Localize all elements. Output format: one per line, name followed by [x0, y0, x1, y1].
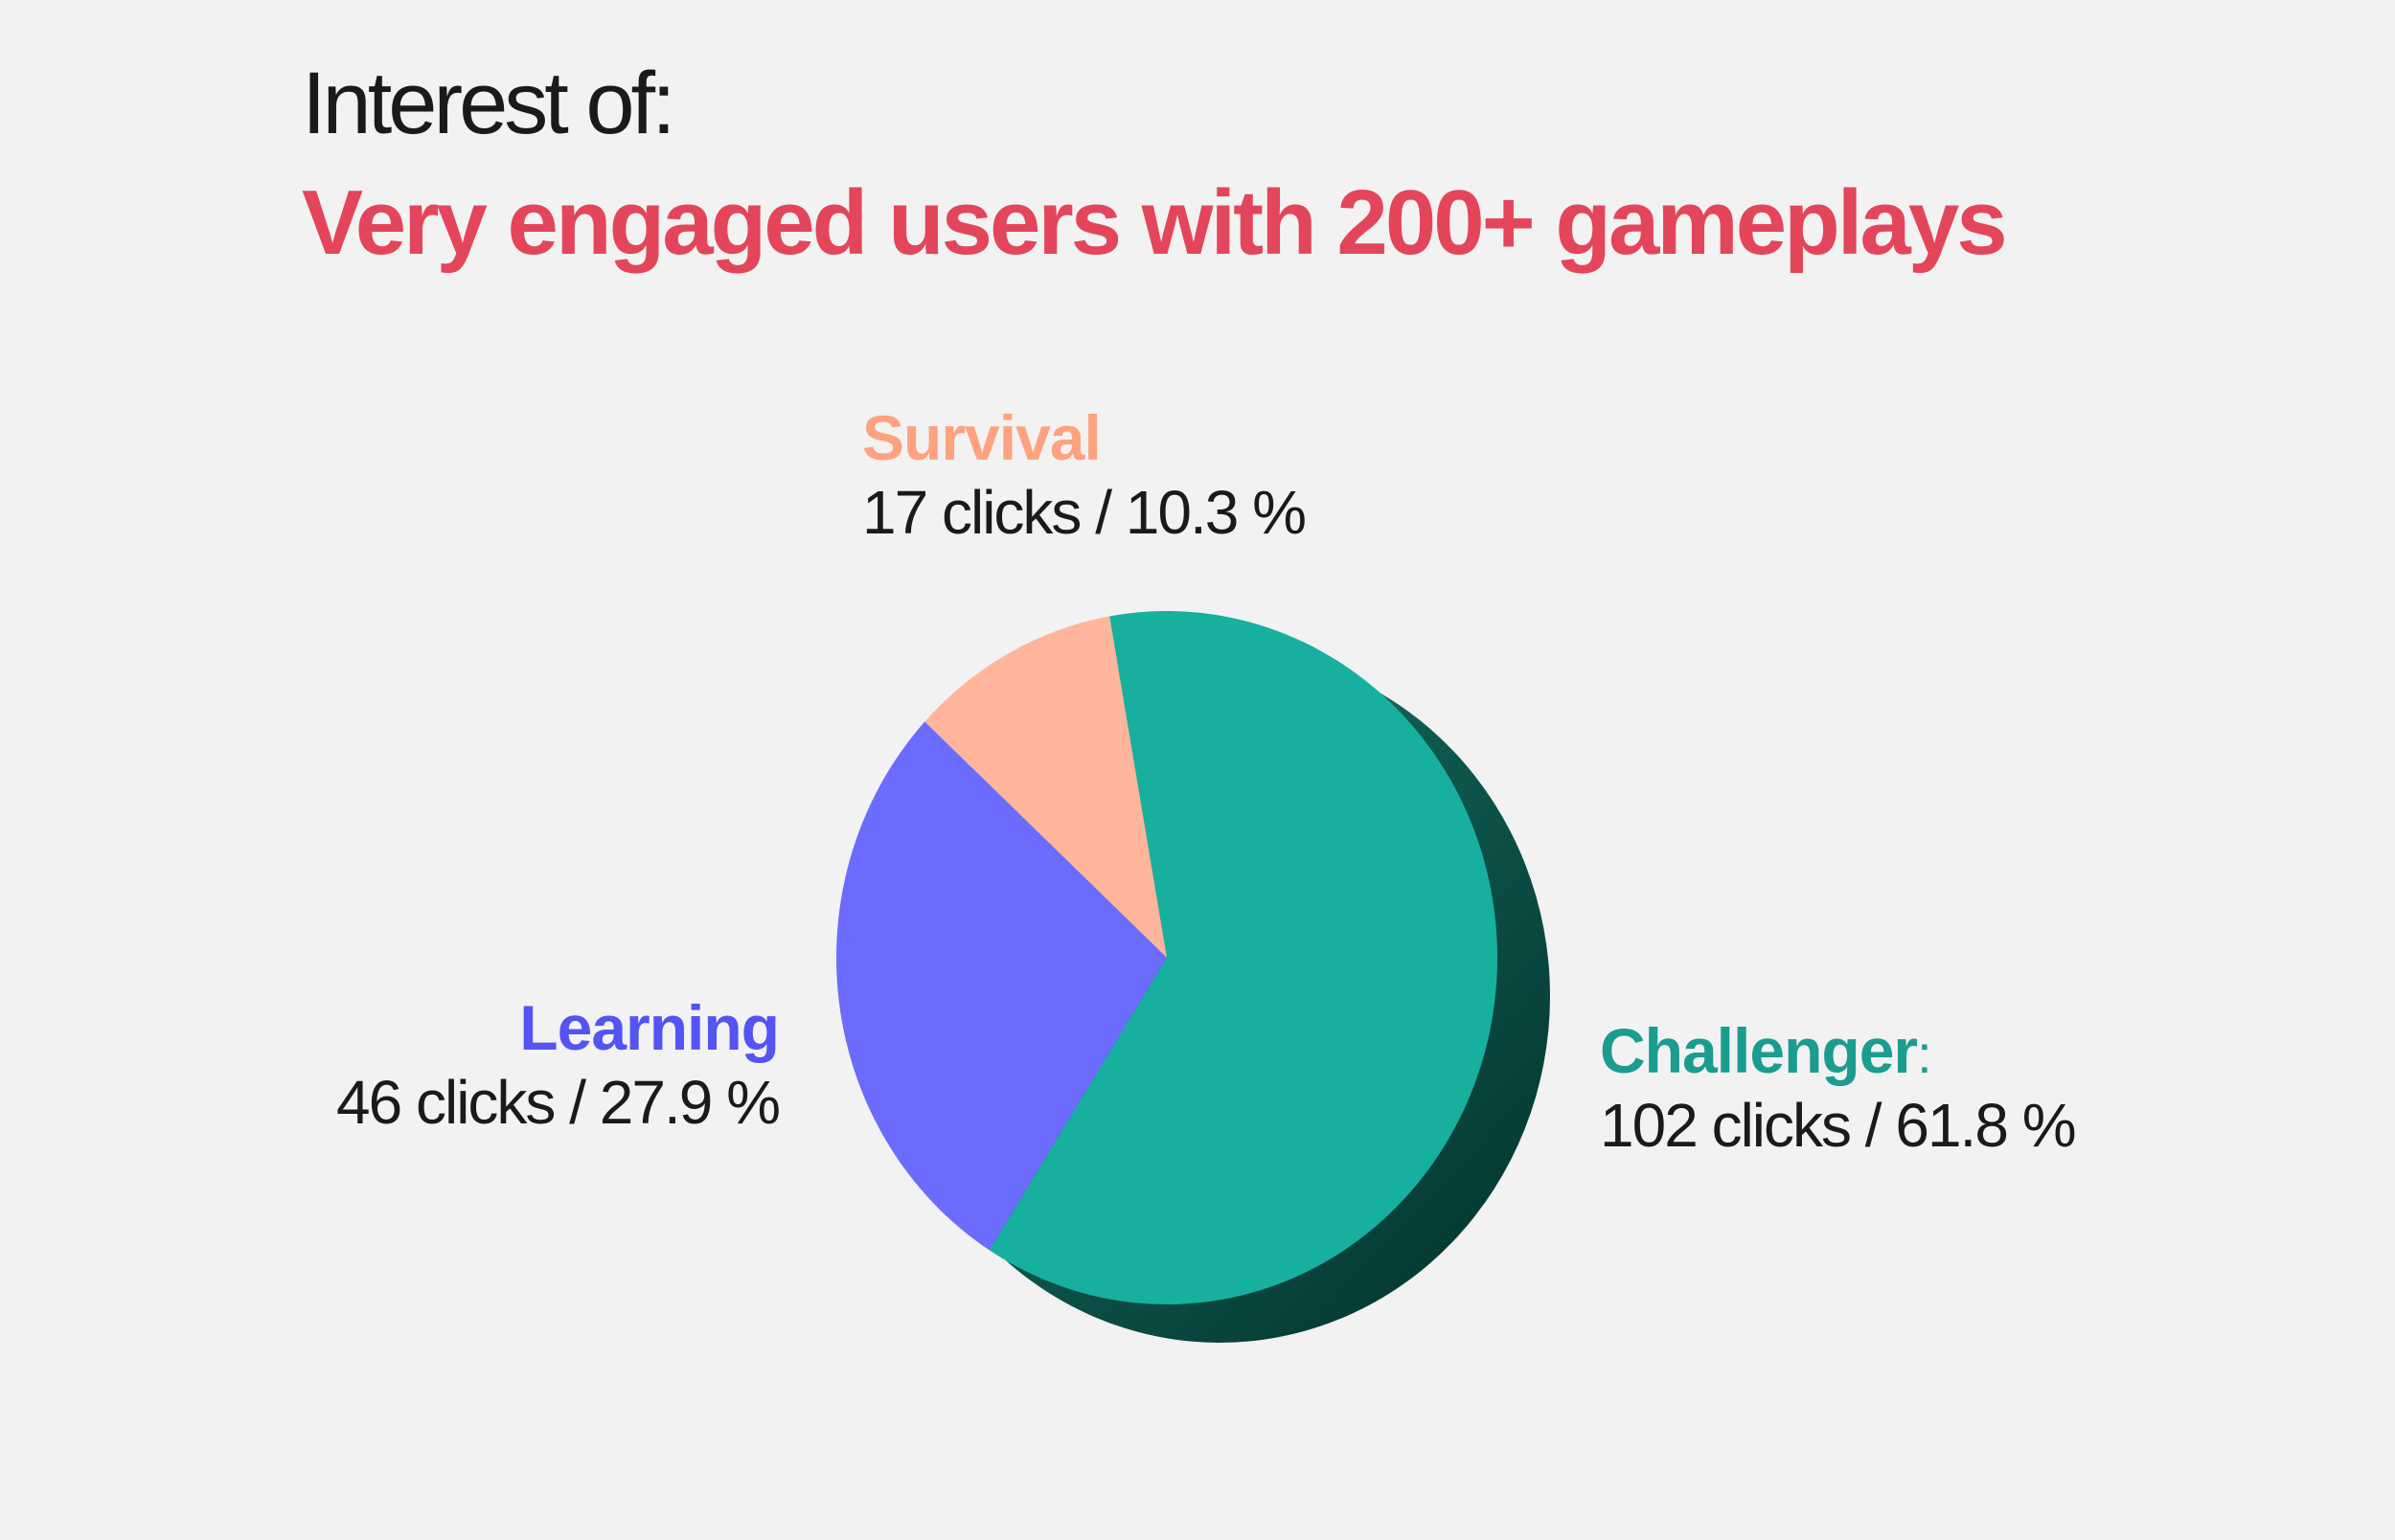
- slice-value-challenger: 102 clicks / 61.8 %: [1600, 1091, 2077, 1161]
- label-survival: Survival 17 clicks / 10.3 %: [862, 400, 1307, 550]
- slice-value-learning: 46 clicks / 27.9 %: [336, 1068, 781, 1138]
- slice-label-learning: Learning: [519, 992, 780, 1063]
- slice-label-survival: Survival: [862, 402, 1102, 473]
- slice-value-survival: 17 clicks / 10.3 %: [862, 478, 1307, 548]
- slice-label-challenger-suffix: :: [1917, 1024, 1932, 1084]
- chart-supertitle: Interest of:: [302, 55, 676, 152]
- slice-label-challenger: Challenger: [1600, 1015, 1918, 1086]
- pie-slice-challenger: [989, 611, 1497, 1305]
- chart-title: Very engaged users with 200+ gameplays: [302, 171, 2008, 274]
- label-learning: Learning 46 clicks / 27.9 %: [336, 990, 781, 1140]
- pie-slice-learning: [835, 721, 1167, 1251]
- label-challenger: Challenger: 102 clicks / 61.8 %: [1600, 1013, 2077, 1163]
- pie-slice-survival: [924, 616, 1167, 958]
